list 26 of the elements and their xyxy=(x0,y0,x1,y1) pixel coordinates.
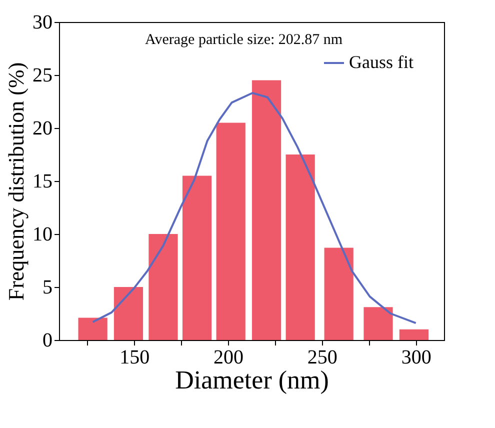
y-tick-label: 15 xyxy=(32,170,52,192)
bar xyxy=(324,248,354,340)
y-tick-label: 0 xyxy=(42,330,52,352)
bar xyxy=(182,176,212,340)
bar xyxy=(252,80,282,340)
y-tick-label: 5 xyxy=(42,276,52,298)
bar xyxy=(148,234,178,340)
x-tick-label: 200 xyxy=(214,346,244,368)
bar xyxy=(286,154,315,340)
x-tick-label: 150 xyxy=(120,346,150,368)
y-tick-label: 25 xyxy=(32,64,52,86)
y-tick-label: 10 xyxy=(32,224,52,246)
x-axis-title: Diameter (nm) xyxy=(175,366,329,394)
y-tick-label: 20 xyxy=(32,118,52,140)
x-tick-label: 250 xyxy=(307,346,338,368)
annotation: Average particle size: 202.87 nm xyxy=(145,32,343,48)
line-series xyxy=(92,92,417,324)
bar xyxy=(399,329,429,340)
y-axis-title: Frequency distribution (%) xyxy=(4,62,28,301)
x-tick-label: 300 xyxy=(401,346,432,368)
y-tick-label: 30 xyxy=(32,12,52,34)
bar xyxy=(216,122,246,340)
bar xyxy=(78,318,108,340)
bar xyxy=(364,307,393,340)
bar xyxy=(114,287,144,340)
legend-label: Gauss fit xyxy=(349,52,414,72)
